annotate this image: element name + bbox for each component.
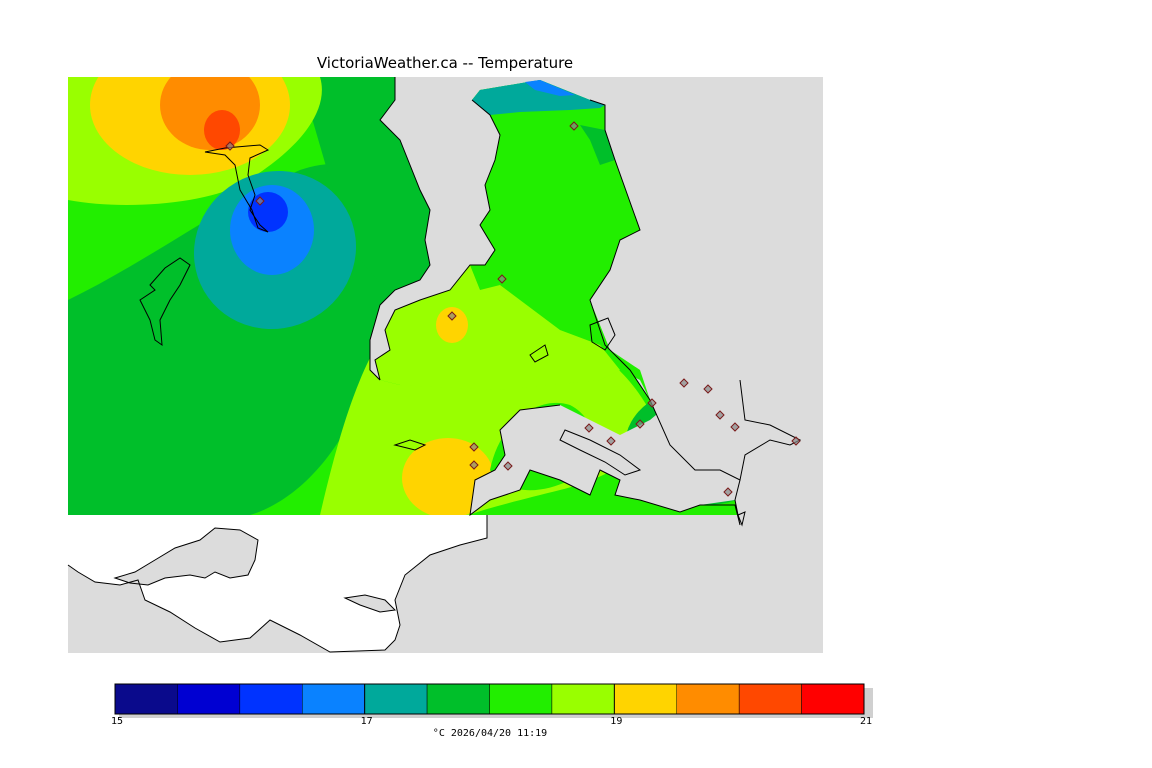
oak-bay-coast bbox=[469, 404, 741, 526]
station-marker bbox=[647, 398, 657, 408]
legend-tick-label: 19 bbox=[610, 716, 623, 727]
warm-spot-south bbox=[402, 438, 494, 515]
legend-bin bbox=[676, 683, 740, 715]
harbour-inlet bbox=[559, 429, 642, 476]
legend-bin bbox=[426, 683, 490, 715]
legend-caption: °C 2026/04/20 11:19 bbox=[432, 728, 548, 739]
temperature-map bbox=[67, 77, 823, 653]
legend-bin bbox=[801, 683, 865, 715]
station-marker bbox=[791, 436, 801, 446]
east-island bbox=[737, 511, 746, 527]
station-marker bbox=[703, 384, 713, 394]
saanich-warm-spot bbox=[436, 307, 468, 343]
legend-bin bbox=[302, 683, 365, 715]
legend-bins bbox=[114, 683, 865, 715]
station-markers bbox=[225, 121, 801, 497]
legend-tick-label: 21 bbox=[859, 716, 873, 727]
station-marker bbox=[497, 274, 507, 284]
legend-bin bbox=[551, 683, 615, 715]
mask-areas bbox=[370, 77, 823, 525]
legend-bin bbox=[114, 683, 178, 715]
legend-bin bbox=[239, 683, 303, 715]
south-island bbox=[113, 527, 259, 586]
west-inlet-coast bbox=[369, 77, 431, 381]
station-marker bbox=[679, 378, 689, 388]
saanich-green-band bbox=[470, 265, 500, 290]
north-lake-coast bbox=[204, 144, 270, 233]
map-title: VictoriaWeather.ca -- Temperature bbox=[316, 54, 574, 72]
saanich-coast bbox=[374, 99, 501, 381]
legend-bin bbox=[614, 683, 677, 715]
station-marker bbox=[584, 423, 594, 433]
saanich-ne-blue bbox=[525, 80, 575, 96]
station-marker bbox=[469, 442, 479, 452]
station-marker bbox=[447, 311, 457, 321]
legend-ticks bbox=[114, 684, 865, 714]
south-coastline bbox=[67, 515, 488, 653]
hotspot-red bbox=[204, 110, 240, 150]
legend-bin bbox=[177, 683, 241, 715]
station-marker bbox=[569, 121, 579, 131]
legend-bin bbox=[364, 683, 428, 715]
station-marker bbox=[635, 419, 645, 429]
station-marker bbox=[606, 436, 616, 446]
legend-tick-label: 17 bbox=[360, 716, 373, 727]
station-marker bbox=[723, 487, 733, 497]
grey-mask-saanich-inlet bbox=[370, 77, 823, 525]
legend-tick-label: 15 bbox=[110, 716, 124, 727]
station-marker bbox=[715, 410, 725, 420]
legend-bin bbox=[489, 683, 553, 715]
saanich-yellowgreen bbox=[375, 265, 620, 390]
station-marker bbox=[225, 141, 235, 151]
station-marker bbox=[469, 460, 479, 470]
portage-inlet bbox=[393, 439, 427, 451]
station-marker bbox=[730, 422, 740, 432]
saanich-field bbox=[375, 80, 650, 400]
station-marker bbox=[255, 196, 265, 206]
san-juan-islet bbox=[343, 594, 397, 613]
station-marker bbox=[503, 461, 513, 471]
saanich-ne-teal bbox=[472, 80, 605, 115]
elk-lake bbox=[529, 344, 549, 363]
legend-bin bbox=[738, 683, 802, 715]
west-lake bbox=[139, 257, 191, 347]
prospect-lake bbox=[589, 317, 616, 351]
